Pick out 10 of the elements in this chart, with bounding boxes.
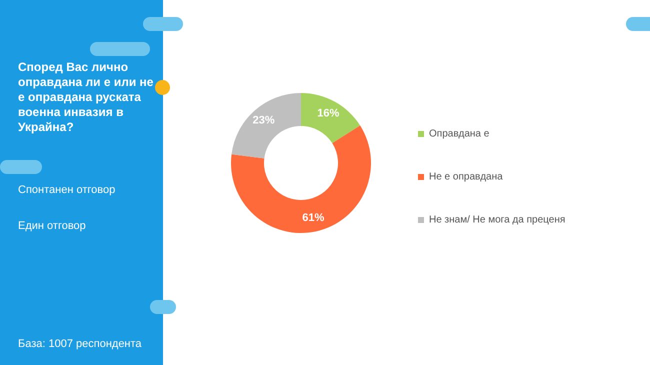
- data-label: 23%: [252, 114, 275, 127]
- text: Един отговор: [18, 220, 86, 232]
- legend-label: Не знам/ Не мога да преценя: [429, 214, 566, 226]
- text: Според Вас лично оправдана ли е или не е оправдана руската военна инвазия в Украйна?: [18, 60, 154, 135]
- text: Спонтанен отговор: [18, 184, 116, 196]
- legend-label: Не е оправдана: [429, 172, 504, 182]
- data-label: 61%: [302, 212, 325, 224]
- data-label: 16%: [317, 107, 340, 120]
- text: База: 1007 респондента: [18, 338, 142, 350]
- legend-label: Оправдана е: [429, 128, 490, 140]
